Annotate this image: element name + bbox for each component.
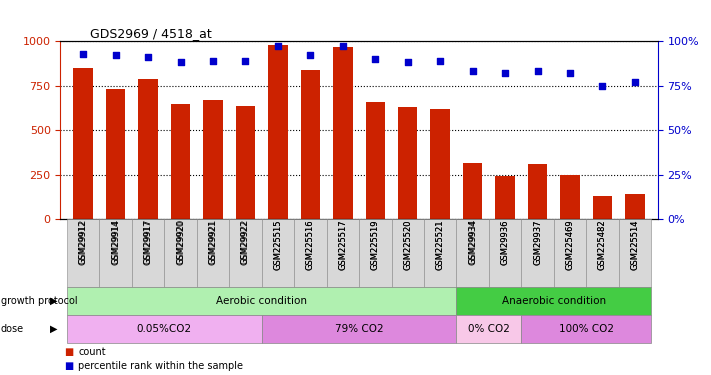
Text: GSM29912: GSM29912 [79, 219, 87, 264]
Bar [203, 100, 223, 219]
Text: percentile rank within the sample: percentile rank within the sample [78, 361, 243, 370]
Text: GSM225514: GSM225514 [631, 219, 639, 270]
Text: GSM225521: GSM225521 [436, 220, 444, 270]
Text: GDS2969 / 4518_at: GDS2969 / 4518_at [90, 27, 212, 40]
Bar [430, 109, 450, 219]
Bar [593, 196, 612, 219]
Text: GSM225517: GSM225517 [338, 220, 348, 270]
Bar [560, 175, 579, 219]
Point [597, 82, 608, 88]
Text: ■: ■ [64, 361, 73, 370]
Point [337, 44, 348, 50]
Bar [301, 70, 320, 219]
Bar [106, 89, 125, 219]
Text: GSM225469: GSM225469 [565, 220, 574, 270]
Point [77, 51, 89, 57]
Text: GSM29920: GSM29920 [176, 219, 185, 264]
Text: GSM225514: GSM225514 [631, 220, 639, 270]
Bar [236, 106, 255, 219]
Point [208, 58, 219, 64]
Point [175, 60, 186, 66]
Point [467, 68, 479, 74]
Text: GSM29937: GSM29937 [533, 220, 542, 266]
Text: GSM29917: GSM29917 [144, 219, 153, 264]
Text: growth protocol: growth protocol [1, 296, 77, 306]
Bar [528, 164, 547, 219]
Text: GSM29936: GSM29936 [501, 219, 510, 265]
Point [370, 56, 381, 62]
Text: GSM29917: GSM29917 [144, 220, 153, 265]
Text: GSM225516: GSM225516 [306, 220, 315, 270]
Point [434, 58, 446, 64]
Text: GSM225515: GSM225515 [274, 219, 282, 270]
Text: GSM29912: GSM29912 [79, 220, 87, 265]
Text: GSM225520: GSM225520 [403, 219, 412, 270]
Text: GSM225482: GSM225482 [598, 220, 607, 270]
Bar [139, 80, 158, 219]
Bar [73, 68, 93, 219]
Text: Aerobic condition: Aerobic condition [216, 296, 307, 306]
Bar [333, 47, 353, 219]
Bar [463, 163, 482, 219]
Bar [171, 104, 191, 219]
Text: count: count [78, 346, 106, 357]
Text: GSM29922: GSM29922 [241, 220, 250, 265]
Point [402, 60, 413, 66]
Text: GSM225517: GSM225517 [338, 219, 348, 270]
Text: GSM29937: GSM29937 [533, 219, 542, 265]
Bar [268, 45, 288, 219]
Text: 79% CO2: 79% CO2 [335, 324, 383, 334]
Text: GSM29934: GSM29934 [468, 220, 477, 265]
Text: Anaerobic condition: Anaerobic condition [502, 296, 606, 306]
Point [499, 70, 510, 76]
Text: GSM225515: GSM225515 [274, 220, 282, 270]
Text: GSM225469: GSM225469 [565, 219, 574, 270]
Point [532, 68, 543, 74]
Text: GSM29914: GSM29914 [111, 220, 120, 265]
Text: 0.05%CO2: 0.05%CO2 [137, 324, 192, 334]
Point [565, 70, 576, 76]
Text: GSM29920: GSM29920 [176, 220, 185, 265]
Text: 0% CO2: 0% CO2 [468, 324, 510, 334]
Text: GSM29934: GSM29934 [468, 219, 477, 264]
Text: GSM225519: GSM225519 [370, 219, 380, 270]
Point [629, 79, 641, 85]
Text: GSM29922: GSM29922 [241, 219, 250, 264]
Text: GSM225521: GSM225521 [436, 219, 444, 270]
Point [142, 54, 154, 60]
Point [110, 53, 122, 58]
Text: GSM225482: GSM225482 [598, 219, 607, 270]
Point [272, 44, 284, 50]
Text: ▶: ▶ [50, 324, 57, 334]
Point [240, 58, 251, 64]
Text: 100% CO2: 100% CO2 [559, 324, 614, 334]
Text: ▶: ▶ [50, 296, 57, 306]
Text: GSM29921: GSM29921 [208, 219, 218, 264]
Text: GSM29914: GSM29914 [111, 219, 120, 264]
Text: dose: dose [1, 324, 24, 334]
Point [305, 53, 316, 58]
Text: GSM225519: GSM225519 [370, 220, 380, 270]
Bar [625, 194, 645, 219]
Text: GSM29921: GSM29921 [208, 220, 218, 265]
Bar [365, 102, 385, 219]
Text: ■: ■ [64, 346, 73, 357]
Bar [398, 107, 417, 219]
Text: GSM29936: GSM29936 [501, 220, 510, 266]
Text: GSM225520: GSM225520 [403, 220, 412, 270]
Bar [496, 176, 515, 219]
Text: GSM225516: GSM225516 [306, 219, 315, 270]
